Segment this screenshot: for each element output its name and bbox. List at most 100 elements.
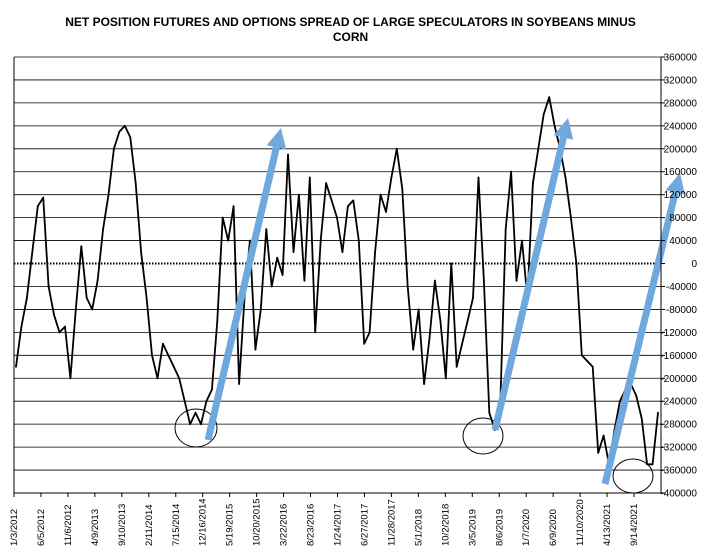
y-tick-label: -360000	[660, 466, 697, 477]
data-point	[80, 245, 83, 248]
data-point	[96, 279, 99, 282]
data-point	[102, 228, 104, 231]
y-tick-label: -160000	[660, 351, 697, 362]
data-point	[205, 400, 208, 403]
data-point	[281, 274, 284, 276]
data-point	[461, 342, 463, 345]
data-point	[619, 400, 621, 403]
y-tick-label: -80000	[666, 305, 698, 316]
data-point	[134, 182, 137, 185]
y-tick-label: 120000	[664, 190, 698, 201]
x-tick-label: 4/13/2021	[602, 504, 613, 546]
x-tick-label: 9/10/2013	[117, 504, 128, 546]
trend-arrow-shaft	[204, 146, 280, 441]
data-point	[477, 176, 480, 179]
data-point	[167, 354, 170, 357]
data-point	[395, 147, 398, 150]
y-tick-label: 160000	[664, 167, 698, 178]
data-point	[542, 113, 545, 116]
x-tick-label: 10/20/2015	[252, 498, 263, 546]
data-point	[325, 182, 327, 185]
x-tick-label: 8/23/2016	[306, 504, 317, 546]
data-point	[298, 193, 300, 196]
grid-lines	[14, 56, 661, 494]
data-point	[74, 308, 77, 311]
trend-arrow-head	[665, 173, 685, 195]
y-tick-label: -400000	[660, 489, 697, 500]
data-point	[357, 239, 360, 242]
annotation-circle	[174, 408, 218, 448]
data-point	[319, 239, 322, 242]
data-point	[330, 199, 333, 202]
data-point	[532, 182, 534, 185]
trend-arrow-head	[266, 128, 287, 150]
data-point	[553, 124, 556, 127]
data-point	[162, 342, 164, 345]
y-tick-label: -40000	[666, 282, 698, 293]
y-tick-label: 360000	[664, 53, 698, 64]
data-point	[347, 205, 349, 208]
data-point	[591, 365, 594, 368]
data-point	[466, 320, 469, 322]
data-point	[510, 170, 512, 173]
axes	[13, 56, 665, 497]
trend-arrow-head	[553, 118, 574, 140]
data-point	[287, 153, 289, 156]
x-tick-label: 6/9/2020	[548, 509, 559, 546]
data-point	[194, 411, 197, 414]
data-point	[227, 239, 230, 242]
chart-title-line-2: CORN	[332, 30, 369, 44]
data-point	[640, 417, 643, 420]
data-point	[455, 365, 458, 368]
chart-title-line-1: NET POSITION FUTURES AND OPTIONS SPREAD …	[65, 15, 636, 29]
data-point	[254, 348, 257, 351]
data-point	[26, 297, 28, 299]
data-point	[20, 325, 23, 328]
data-point	[379, 193, 382, 196]
x-axis-ticks: 1/3/2012 6/5/2012 11/6/2012 4/9/2013 9/10/20…	[9, 498, 640, 546]
data-point	[657, 411, 659, 414]
data-point	[423, 383, 425, 385]
data-point	[428, 337, 431, 339]
data-point	[129, 136, 132, 139]
data-point	[444, 377, 447, 380]
x-tick-label: 10/2/2018	[440, 504, 451, 546]
annotation-circle	[612, 458, 654, 494]
data-point	[53, 314, 55, 317]
data-point	[183, 400, 186, 403]
data-point	[303, 279, 306, 282]
data-point	[15, 365, 17, 368]
data-point	[69, 377, 72, 380]
data-point	[140, 251, 143, 254]
data-point	[85, 297, 88, 299]
data-point	[548, 96, 551, 99]
data-point	[385, 211, 387, 213]
data-point	[200, 423, 202, 426]
y-tick-label: -120000	[660, 328, 697, 339]
x-tick-label: 8/6/2019	[494, 509, 505, 546]
data-point	[439, 320, 442, 322]
data-point	[537, 147, 540, 150]
data-point	[488, 411, 491, 414]
data-point	[472, 297, 474, 299]
data-point	[570, 216, 572, 219]
data-point	[249, 239, 251, 242]
x-tick-label: 3/22/2016	[279, 504, 290, 546]
data-point	[42, 196, 45, 199]
annotations	[174, 118, 685, 494]
data-point	[47, 285, 50, 288]
data-point	[336, 216, 338, 219]
x-tick-label: 6/5/2012	[36, 509, 47, 546]
data-point	[265, 228, 268, 231]
data-point	[580, 354, 583, 357]
x-tick-label: 11/28/2017	[386, 499, 397, 546]
data-point	[172, 365, 175, 368]
data-point	[363, 342, 366, 345]
data-point	[504, 228, 507, 231]
x-tick-label: 9/14/2021	[629, 504, 640, 546]
data-point	[406, 285, 409, 288]
x-tick-label: 1/3/2012	[9, 509, 20, 546]
y-tick-label: 320000	[664, 75, 698, 86]
data-point	[118, 130, 121, 133]
trend-arrow-shaft	[491, 136, 567, 431]
